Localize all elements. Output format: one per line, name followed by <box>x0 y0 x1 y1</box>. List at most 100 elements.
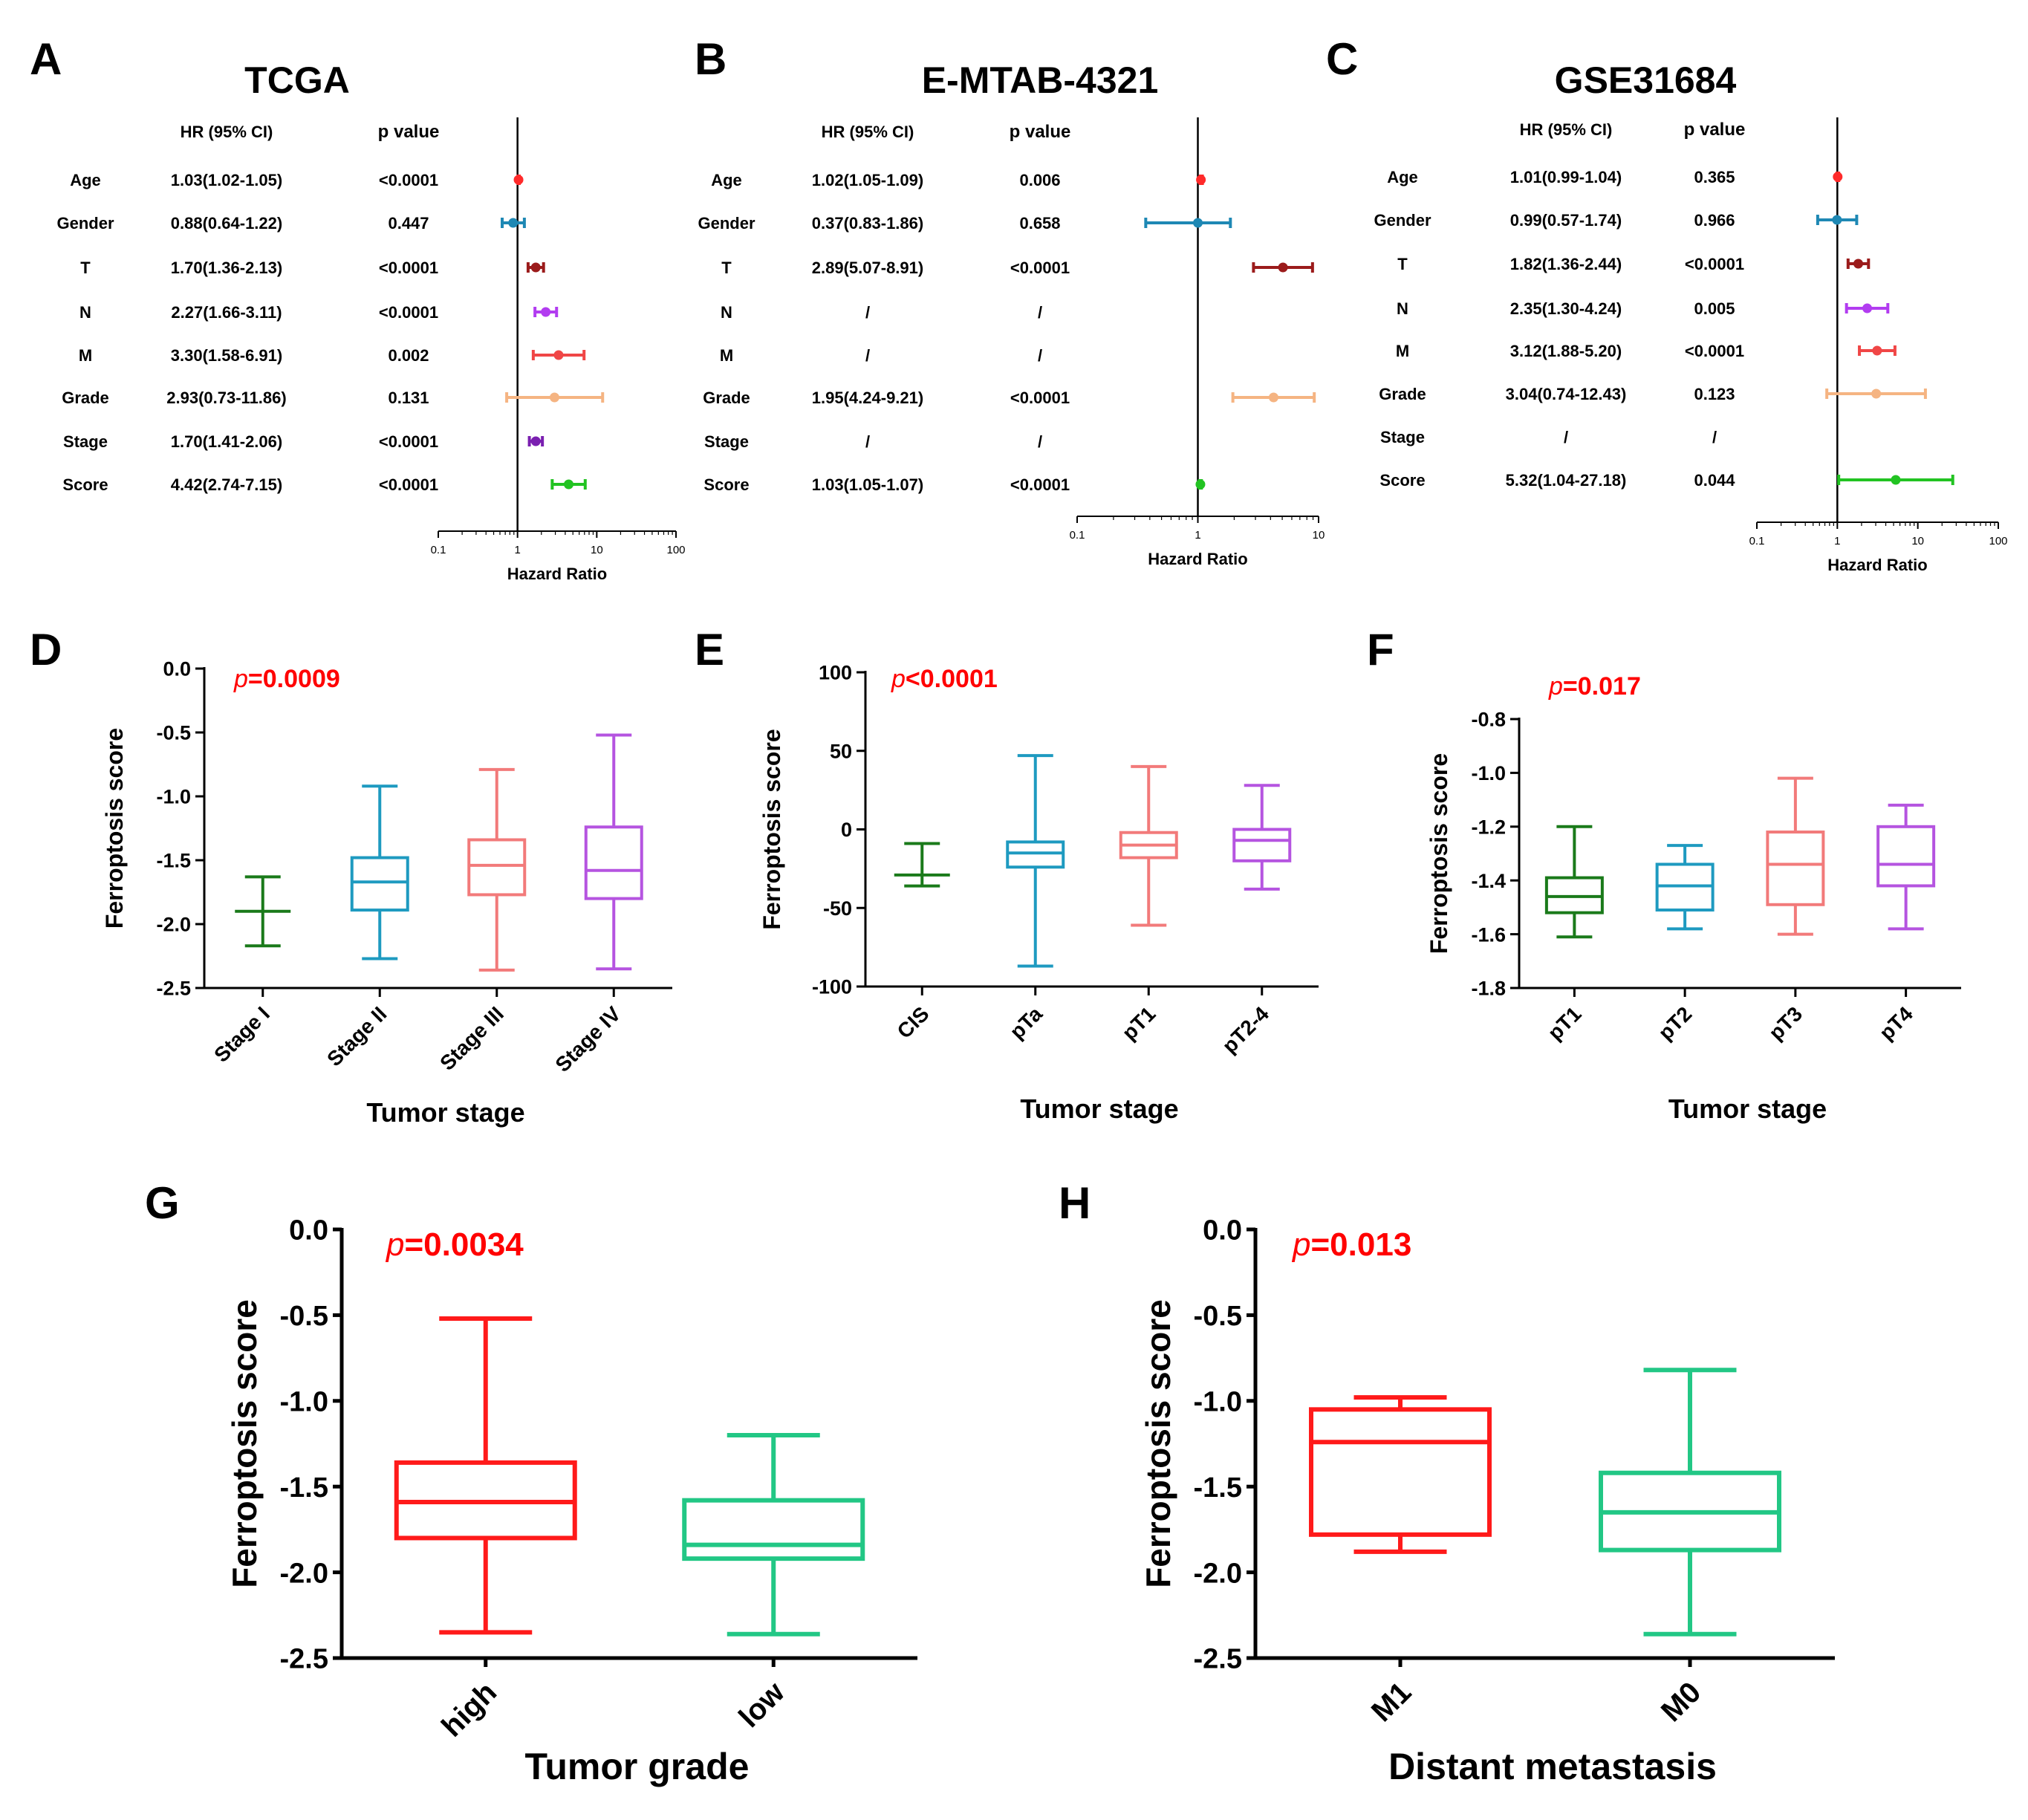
hr-point <box>549 392 559 403</box>
row-p-value: <0.0001 <box>379 259 438 277</box>
panel-label: B <box>695 34 727 84</box>
row-label: Age <box>70 171 101 189</box>
row-p-value: 0.658 <box>1019 214 1060 233</box>
forest-row: Stage / / <box>1380 428 1717 446</box>
y-tick-label: -1.8 <box>1471 978 1506 1000</box>
row-hr: 0.99(0.57-1.74) <box>1510 211 1622 230</box>
hr-point <box>1193 218 1203 228</box>
x-tick-label: 1 <box>1195 529 1200 542</box>
chart-title: GSE31684 <box>1555 59 1737 101</box>
row-label: Score <box>62 475 108 494</box>
box-pta <box>1006 754 1065 968</box>
row-hr: 1.95(4.24-9.21) <box>812 389 923 407</box>
row-p-value: <0.0001 <box>1010 259 1070 277</box>
y-tick-label: -1.4 <box>1471 870 1506 892</box>
x-tick-label: 10 <box>1911 535 1924 547</box>
y-tick-label: -2.5 <box>1194 1644 1242 1675</box>
category-label: pTa <box>1005 1002 1047 1044</box>
row-hr: 0.88(0.64-1.22) <box>171 214 282 233</box>
row-p-value: <0.0001 <box>1010 389 1070 407</box>
forest-row: Stage / / <box>704 432 1042 451</box>
row-hr: 1.01(0.99-1.04) <box>1510 168 1622 186</box>
hr-point <box>1872 345 1882 356</box>
row-label: N <box>721 303 732 322</box>
hr-point <box>513 175 524 185</box>
header-p-value: p value <box>1684 120 1746 140</box>
y-tick-label: -1.0 <box>1194 1386 1242 1417</box>
y-axis-title: Ferroptosis score <box>1426 753 1452 954</box>
panel-label: A <box>30 34 62 84</box>
row-label: Gender <box>698 214 755 233</box>
x-tick-label: 10 <box>591 544 603 556</box>
y-tick-label: 0.0 <box>1203 1215 1242 1247</box>
hr-point <box>1195 479 1206 490</box>
category-label: low <box>732 1675 791 1734</box>
row-p-value: 0.365 <box>1694 168 1735 186</box>
box-low <box>682 1432 865 1637</box>
p-value-annotation: p=0.0034 <box>385 1226 524 1263</box>
panel-label: H <box>1059 1178 1091 1228</box>
row-p-value: <0.0001 <box>1685 342 1744 360</box>
row-p-value: 0.005 <box>1694 299 1735 318</box>
row-hr: 1.03(1.05-1.07) <box>812 475 923 494</box>
box-stage-i <box>235 875 291 948</box>
row-label: Stage <box>1380 428 1425 446</box>
category-label: pT4 <box>1875 1002 1917 1044</box>
row-label: T <box>721 259 732 277</box>
row-hr: 1.70(1.41-2.06) <box>171 432 282 451</box>
panel-label: F <box>1367 625 1394 675</box>
box-pt2 <box>1655 844 1715 931</box>
row-label: Grade <box>62 389 109 407</box>
y-tick-label: -1.2 <box>1471 816 1506 839</box>
row-p-value: 0.044 <box>1694 471 1735 490</box>
forest-row: T 2.89(5.07-8.91) <0.0001 <box>721 259 1314 277</box>
x-tick-label: 10 <box>1313 529 1325 542</box>
row-label: M <box>1396 342 1409 360</box>
hr-point <box>1853 259 1864 269</box>
header-p-value: p value <box>378 122 440 142</box>
box-pt4 <box>1876 803 1936 931</box>
category-label: pT1 <box>1544 1002 1586 1044</box>
p-value-text: =0.013 <box>1310 1226 1411 1263</box>
box-plot-d: D 0.0 -0.5 -1.0 -1.5 -2.0 -2.5 Ferroptosis scor… <box>30 625 672 1128</box>
row-label: Score <box>703 475 749 494</box>
row-label: N <box>1397 299 1408 318</box>
forest-row: Grade 1.95(4.24-9.21) <0.0001 <box>703 389 1316 407</box>
row-p-value: <0.0001 <box>379 171 438 189</box>
x-axis-title: Hazard Ratio <box>1148 550 1247 568</box>
row-hr: 3.30(1.58-6.91) <box>171 346 282 365</box>
hr-point <box>1833 172 1843 182</box>
x-axis-title: Tumor grade <box>525 1746 750 1787</box>
row-p-value: 0.123 <box>1694 385 1735 403</box>
row-p-value: <0.0001 <box>1010 475 1070 494</box>
box-stage-ii <box>350 784 409 961</box>
box-pt3 <box>1766 776 1825 936</box>
category-label: pT3 <box>1764 1002 1807 1044</box>
row-p-value: / <box>1038 346 1042 365</box>
category-label: high <box>435 1676 503 1743</box>
row-p-value: <0.0001 <box>379 432 438 451</box>
forest-row: Age 1.01(0.99-1.04) 0.365 <box>1387 168 1843 186</box>
forest-row: N 2.35(1.30-4.24) 0.005 <box>1397 299 1890 318</box>
hr-point <box>530 436 541 446</box>
hr-point <box>553 350 564 360</box>
y-tick-label: -1.5 <box>1194 1472 1242 1504</box>
x-tick-label: 1 <box>514 544 520 556</box>
hr-point <box>1278 262 1288 273</box>
row-label: T <box>80 259 91 277</box>
row-label: Stage <box>63 432 108 451</box>
row-hr: 2.89(5.07-8.91) <box>812 259 923 277</box>
row-hr: / <box>865 346 870 365</box>
forest-row: Grade 3.04(0.74-12.43) 0.123 <box>1379 385 1927 403</box>
box-cis <box>894 842 950 888</box>
p-italic: p <box>1548 672 1563 701</box>
x-tick-label: 100 <box>666 544 685 556</box>
y-tick-label: -2.5 <box>280 1644 328 1675</box>
box-iqr <box>1876 825 1936 888</box>
category-label: pT2 <box>1654 1002 1696 1044</box>
hr-point <box>530 262 541 273</box>
row-label: Grade <box>1379 385 1426 403</box>
row-p-value: 0.131 <box>388 389 429 407</box>
box-iqr <box>682 1498 865 1561</box>
